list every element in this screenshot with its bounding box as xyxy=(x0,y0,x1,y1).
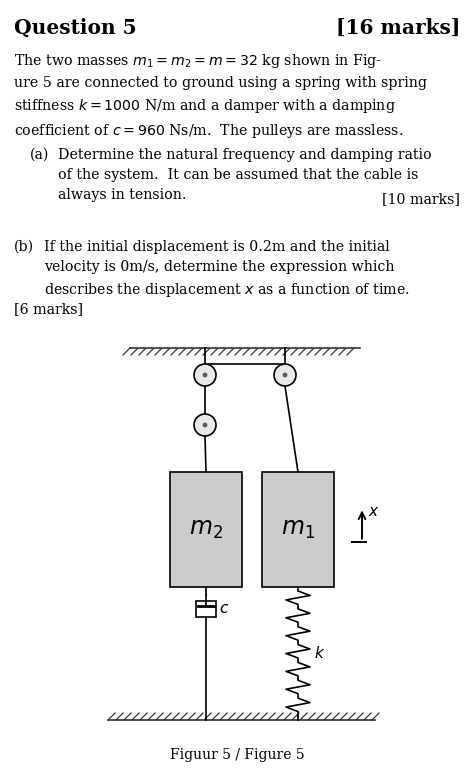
Circle shape xyxy=(194,364,216,386)
Text: [10 marks]: [10 marks] xyxy=(382,192,460,206)
Text: [16 marks]: [16 marks] xyxy=(336,18,460,38)
Text: $m_2$: $m_2$ xyxy=(189,518,223,541)
Circle shape xyxy=(194,414,216,436)
Bar xyxy=(170,472,242,587)
Text: Determine the natural frequency and damping ratio
of the system.  It can be assu: Determine the natural frequency and damp… xyxy=(58,148,432,202)
Text: The two masses $m_1 = m_2 = m = 32$ kg shown in Fig-
ure 5 are connected to grou: The two masses $m_1 = m_2 = m = 32$ kg s… xyxy=(14,52,427,140)
Text: [6 marks]: [6 marks] xyxy=(14,302,83,316)
Text: Figuur 5 / Figure 5: Figuur 5 / Figure 5 xyxy=(170,748,304,762)
Text: Question 5: Question 5 xyxy=(14,18,137,38)
Text: $k$: $k$ xyxy=(314,646,325,661)
Text: If the initial displacement is 0.2m and the initial
velocity is 0m/s, determine : If the initial displacement is 0.2m and … xyxy=(44,240,410,300)
Bar xyxy=(196,601,216,617)
Text: (b): (b) xyxy=(14,240,34,254)
Text: $c$: $c$ xyxy=(219,602,229,616)
Circle shape xyxy=(283,373,287,377)
Circle shape xyxy=(274,364,296,386)
Circle shape xyxy=(203,373,207,377)
Bar xyxy=(262,472,334,587)
Circle shape xyxy=(203,423,207,427)
Text: (a): (a) xyxy=(30,148,49,162)
Text: $m_1$: $m_1$ xyxy=(281,518,315,541)
Text: $x$: $x$ xyxy=(368,504,380,518)
